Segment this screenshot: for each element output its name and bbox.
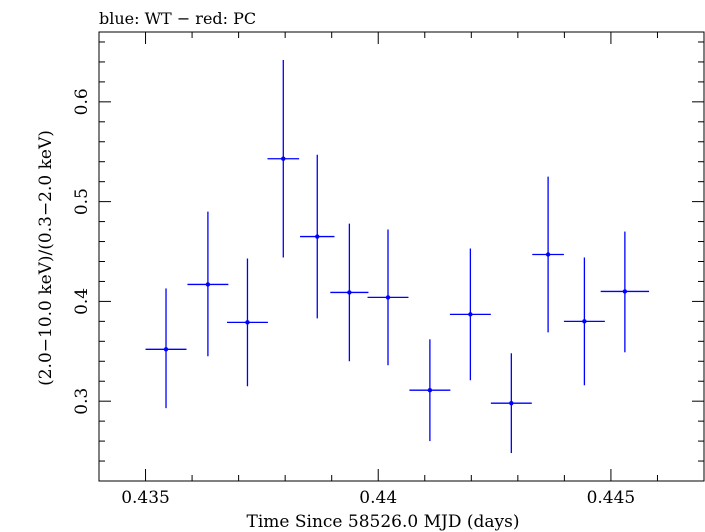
- point-marker: [315, 234, 320, 239]
- point-marker: [427, 388, 433, 393]
- data-point: [600, 231, 650, 353]
- y-tick-label: 0.6: [72, 88, 92, 115]
- data-point: [367, 229, 409, 366]
- x-tick-label: 0.445: [587, 488, 636, 508]
- chart-title: blue: WT − red: PC: [99, 9, 256, 28]
- data-point: [409, 339, 451, 442]
- axis-ticks: [98, 32, 705, 482]
- y-axis-label: (2.0−10.0 keV)/(0.3−2.0 keV): [36, 130, 56, 386]
- data-point: [532, 176, 564, 333]
- data-point: [267, 59, 300, 258]
- point-marker: [163, 347, 169, 352]
- y-tick-label: 0.5: [72, 188, 92, 215]
- data-point: [145, 288, 187, 409]
- plot-frame: [98, 31, 705, 482]
- point-marker: [622, 289, 628, 294]
- point-marker: [347, 290, 352, 295]
- data-point: [490, 353, 532, 454]
- y-tick-label: 0.3: [72, 388, 92, 415]
- data-points: [145, 59, 650, 454]
- x-axis-label: Time Since 58526.0 MJD (days): [247, 512, 520, 532]
- point-marker: [582, 319, 587, 324]
- data-point: [449, 248, 491, 381]
- data-point: [300, 154, 335, 319]
- point-marker: [545, 252, 551, 257]
- axis-tick-labels: 0.435 0.44 0.445 0.3 0.4 0.5 0.6: [72, 88, 635, 508]
- y-tick-label: 0.4: [72, 288, 92, 315]
- data-point: [563, 257, 605, 386]
- data-point: [187, 211, 229, 357]
- data-point: [226, 258, 268, 387]
- point-marker: [385, 295, 391, 300]
- x-tick-label: 0.44: [359, 488, 397, 508]
- data-point: [330, 223, 369, 362]
- point-marker: [245, 320, 250, 325]
- point-marker: [509, 400, 514, 406]
- point-marker: [281, 156, 286, 161]
- point-marker: [468, 312, 473, 317]
- point-marker: [205, 282, 211, 287]
- x-tick-label: 0.435: [121, 488, 170, 508]
